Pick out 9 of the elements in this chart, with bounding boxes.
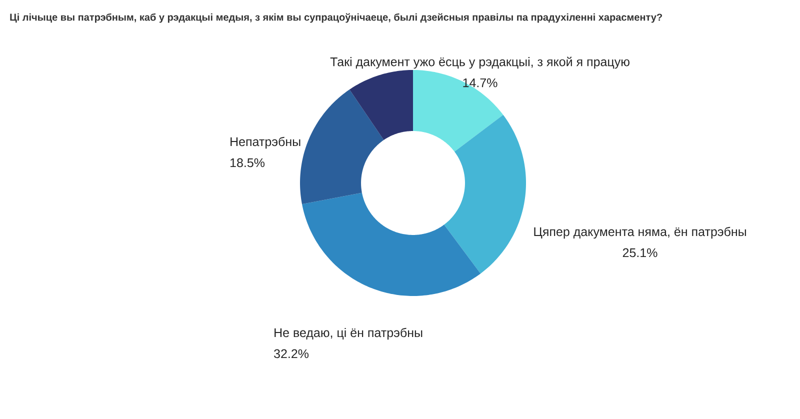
chart-title: Ці лічыце вы патрэбным, каб у рэдакцыі медыя, з якім вы супрацоўнічаеце, былі дзейсныя правілы па прадухіленні харасменту? xyxy=(10,13,662,23)
slice-label: Такі дакумент ужо ёсць у рэдакцыі, з якой я працую xyxy=(330,56,630,69)
slice-label: Цяпер дакумента няма, ён патрэбны xyxy=(534,226,746,239)
data-label: 14.7% xyxy=(463,78,498,88)
slice-label: Непатрэбны xyxy=(230,136,300,149)
data-label: 32.2% xyxy=(274,349,309,358)
data-label: 25.1% xyxy=(622,248,658,258)
data-label: 18.5% xyxy=(230,158,265,168)
slice-label: Не ведаю, ці ён патрэбны xyxy=(274,328,422,340)
